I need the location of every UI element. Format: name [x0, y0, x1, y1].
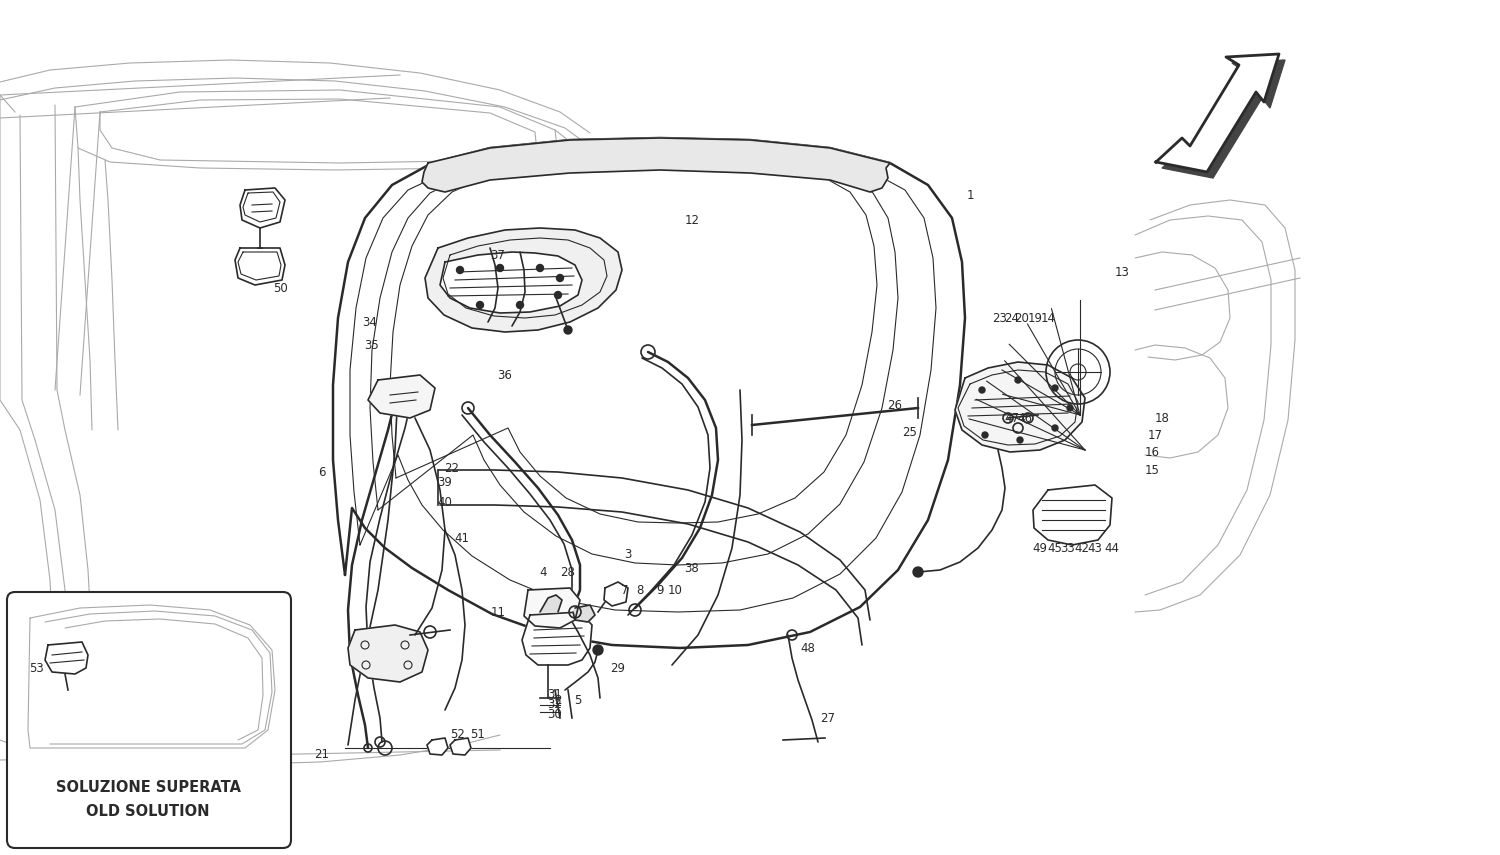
Text: 13: 13	[1114, 266, 1130, 279]
Circle shape	[537, 264, 543, 272]
Text: 38: 38	[684, 562, 699, 575]
Text: 51: 51	[471, 728, 486, 741]
Polygon shape	[1034, 485, 1112, 545]
Text: 19: 19	[1028, 311, 1042, 325]
Circle shape	[1016, 377, 1022, 383]
Circle shape	[496, 264, 504, 272]
Polygon shape	[368, 375, 435, 418]
Text: 47: 47	[1005, 411, 1020, 424]
Text: 18: 18	[1155, 411, 1170, 424]
Text: 28: 28	[561, 565, 576, 579]
Text: 10: 10	[668, 583, 682, 597]
Text: 46: 46	[1017, 411, 1032, 424]
Polygon shape	[422, 138, 890, 192]
Circle shape	[982, 432, 988, 438]
Polygon shape	[440, 252, 582, 313]
Polygon shape	[524, 588, 580, 628]
Text: 45: 45	[1047, 541, 1062, 555]
Circle shape	[914, 567, 922, 577]
Text: 15: 15	[1144, 463, 1160, 476]
Text: 3: 3	[624, 549, 632, 562]
Text: 43: 43	[1088, 541, 1102, 555]
Text: 32: 32	[548, 699, 562, 711]
Text: 2: 2	[555, 693, 561, 706]
Text: 5: 5	[574, 693, 582, 706]
Text: 26: 26	[888, 398, 903, 411]
Circle shape	[1052, 385, 1058, 391]
Circle shape	[477, 302, 483, 309]
Text: 30: 30	[548, 709, 562, 722]
Circle shape	[516, 302, 524, 309]
Polygon shape	[1162, 60, 1286, 178]
Circle shape	[592, 645, 603, 655]
Text: 14: 14	[1041, 311, 1056, 325]
Circle shape	[555, 292, 561, 298]
Text: 6: 6	[318, 465, 326, 479]
Polygon shape	[522, 612, 592, 665]
Text: 36: 36	[498, 369, 513, 381]
Polygon shape	[1156, 54, 1280, 172]
Circle shape	[456, 267, 464, 274]
Circle shape	[1052, 425, 1058, 431]
Text: 12: 12	[684, 214, 699, 227]
Polygon shape	[450, 738, 471, 755]
Text: OLD SOLUTION: OLD SOLUTION	[86, 805, 210, 819]
Text: 34: 34	[363, 315, 378, 328]
Polygon shape	[45, 642, 88, 674]
Text: 27: 27	[821, 711, 836, 724]
Text: 49: 49	[1032, 541, 1047, 555]
Polygon shape	[236, 248, 285, 285]
Text: 29: 29	[610, 662, 626, 675]
Text: 24: 24	[1005, 311, 1020, 325]
Text: SOLUZIONE SUPERATA: SOLUZIONE SUPERATA	[56, 781, 240, 795]
Polygon shape	[573, 605, 596, 622]
Text: 8: 8	[636, 583, 644, 597]
Polygon shape	[604, 582, 628, 606]
Text: 23: 23	[993, 311, 1008, 325]
Text: 44: 44	[1104, 541, 1119, 555]
Text: 31: 31	[548, 688, 562, 701]
Circle shape	[980, 387, 986, 393]
Text: 42: 42	[1074, 541, 1089, 555]
Text: 52: 52	[450, 728, 465, 741]
Text: 20: 20	[1014, 311, 1029, 325]
Text: 33: 33	[1060, 541, 1076, 555]
Text: 50: 50	[273, 281, 288, 294]
Text: 16: 16	[1144, 445, 1160, 458]
Polygon shape	[424, 228, 622, 332]
Polygon shape	[956, 362, 1084, 452]
Polygon shape	[540, 595, 562, 612]
Text: 7: 7	[621, 583, 628, 597]
Text: 1: 1	[966, 188, 974, 202]
Text: 21: 21	[315, 748, 330, 762]
Text: 40: 40	[438, 496, 453, 509]
Polygon shape	[427, 738, 448, 755]
Text: 22: 22	[444, 462, 459, 475]
Text: 53: 53	[28, 662, 44, 675]
Text: 41: 41	[454, 532, 470, 545]
Circle shape	[1066, 405, 1072, 411]
Text: 25: 25	[903, 426, 918, 439]
Text: 39: 39	[438, 475, 453, 488]
Circle shape	[556, 274, 564, 281]
Polygon shape	[333, 138, 965, 648]
Polygon shape	[240, 188, 285, 228]
Text: 35: 35	[364, 339, 380, 351]
Text: 48: 48	[801, 641, 816, 654]
Circle shape	[564, 326, 572, 334]
Text: 17: 17	[1148, 428, 1162, 441]
Text: 11: 11	[490, 605, 506, 618]
Text: 9: 9	[657, 583, 663, 597]
Polygon shape	[348, 625, 427, 682]
FancyBboxPatch shape	[8, 592, 291, 848]
Circle shape	[1017, 437, 1023, 443]
Text: 37: 37	[490, 249, 506, 262]
Text: 4: 4	[540, 565, 546, 579]
